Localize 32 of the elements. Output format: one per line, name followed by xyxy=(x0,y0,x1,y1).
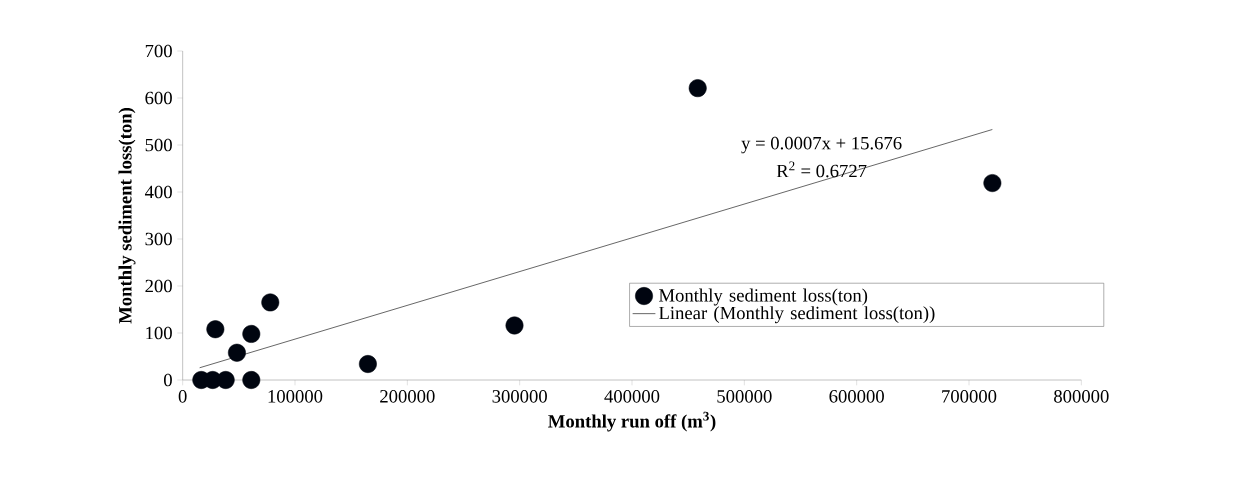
point xyxy=(358,355,377,373)
x-tick-label: 100000 xyxy=(268,390,323,403)
y-tick-label: 700 xyxy=(145,44,172,58)
point xyxy=(227,343,246,362)
y-tick-label: 300 xyxy=(145,232,172,246)
legend-label: Monthly sediment loss(ton) xyxy=(659,288,868,306)
point xyxy=(242,371,261,389)
y-tick-label: 200 xyxy=(145,279,172,293)
annotation: R$^{2}$ = 0.6727 xyxy=(776,161,867,178)
x-tick-label: 0 xyxy=(178,390,187,403)
y-tick-label: 100 xyxy=(146,326,172,340)
x-tick-label: 400000 xyxy=(604,390,660,403)
y-axis-title: Monthly sediment loss(ton) xyxy=(118,107,136,324)
y-tick-label: 500 xyxy=(145,138,172,152)
x-tick-label: 200000 xyxy=(380,390,435,403)
x-tick-label: 300000 xyxy=(492,390,547,403)
x-tick-label: 800000 xyxy=(1054,390,1109,403)
y-tick-label: 0 xyxy=(164,373,172,387)
y-tick-label: 400 xyxy=(144,185,172,199)
point xyxy=(261,293,280,312)
x-tick-label: 500000 xyxy=(717,390,772,403)
point xyxy=(983,174,1002,193)
point xyxy=(505,316,524,335)
y-tick-label: 600 xyxy=(145,91,172,105)
annotation: y = 0.0007x + 15.676 xyxy=(741,136,902,154)
legend-label: Linear (Monthly sediment loss(ton)) xyxy=(659,306,935,324)
point xyxy=(206,320,225,339)
point xyxy=(242,325,261,343)
point xyxy=(688,79,707,98)
x-tick-label: 600000 xyxy=(829,390,884,403)
x-tick-label: 700000 xyxy=(942,390,997,403)
x-axis-title: Monthly run off (m$^{3}$) xyxy=(548,411,716,432)
